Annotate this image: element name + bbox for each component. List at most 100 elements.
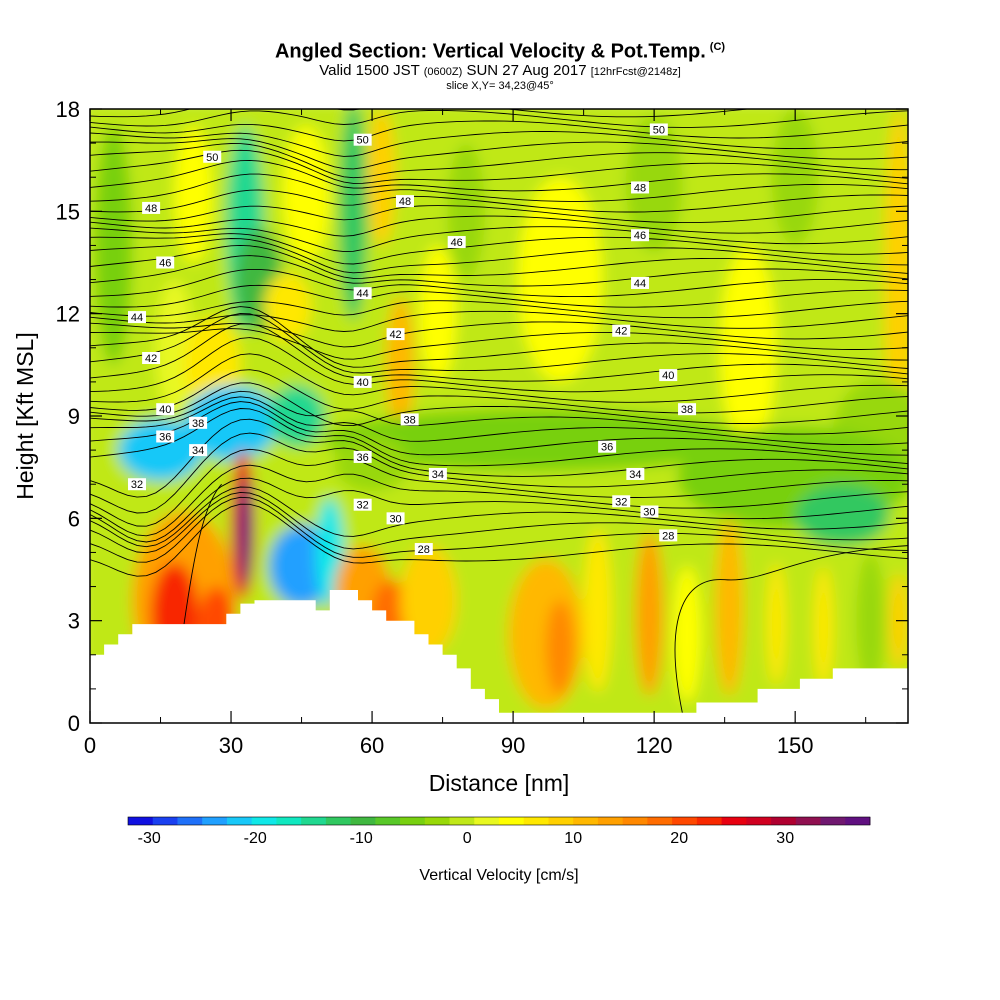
isentrope-line: [90, 306, 908, 368]
colorbar-swatch: [573, 817, 599, 825]
isentrope-label: 32: [353, 498, 372, 512]
colorbar-swatch: [276, 817, 302, 825]
svg-text:36: 36: [357, 452, 369, 464]
colorbar-swatch: [820, 817, 846, 825]
colorbar-tick-label: -10: [350, 830, 373, 847]
svg-text:50: 50: [357, 135, 369, 147]
y-tick-label: 15: [56, 199, 80, 224]
copyright-mark: (C): [709, 41, 726, 53]
velocity-cell: [174, 126, 213, 263]
svg-text:32: 32: [131, 479, 143, 491]
colorbar-swatch: [226, 817, 253, 825]
velocity-cell: [386, 296, 415, 434]
svg-text:34: 34: [629, 469, 641, 481]
isentrope-label: 42: [612, 324, 631, 338]
isentrope-line: [90, 432, 908, 514]
slice-info: slice X,Y= 34,23@45°: [446, 79, 554, 92]
svg-text:42: 42: [145, 353, 157, 365]
isentrope-label: 50: [353, 133, 372, 147]
svg-text:28: 28: [662, 530, 674, 542]
isentrope-line: [90, 255, 908, 287]
potential-temperature-contours: [90, 109, 908, 713]
svg-text:34: 34: [192, 445, 204, 457]
isentrope-label: 46: [631, 229, 650, 242]
velocity-cell: [672, 566, 702, 703]
svg-text:48: 48: [145, 203, 157, 215]
colorbar-tick-label: 0: [463, 830, 472, 847]
isentrope-line: [90, 312, 908, 374]
isentrope-line: [674, 545, 908, 713]
velocity-cell: [884, 109, 908, 451]
colorbar-tick-label: 10: [564, 830, 582, 847]
isentrope-label: 44: [631, 276, 650, 290]
isentrope-label: 34: [428, 467, 447, 481]
svg-text:38: 38: [404, 414, 416, 426]
isentrope-line: [90, 496, 908, 563]
isentrope-line: [90, 173, 908, 202]
isentrope-line: [90, 448, 908, 527]
terrain-profile: [90, 590, 908, 723]
isentrope-line: [183, 483, 222, 625]
isentrope-line: [90, 205, 908, 224]
x-tick-label: 90: [501, 733, 525, 758]
velocity-cell: [94, 126, 133, 365]
svg-text:48: 48: [634, 182, 646, 194]
x-tick-label: 0: [84, 733, 96, 758]
chart-title-main: Angled Section: Vertical Velocity & Pot.…: [274, 40, 706, 63]
isentrope-label: 50: [649, 123, 668, 136]
svg-text:28: 28: [418, 544, 430, 556]
colorbar-swatch: [251, 817, 277, 825]
isentrope-line: [90, 503, 908, 577]
colorbar-tick-label: 30: [776, 830, 794, 847]
velocity-cell: [771, 109, 819, 246]
isentrope-label: 30: [386, 512, 405, 525]
colorbar-swatch: [424, 817, 450, 825]
isentrope-line: [90, 189, 908, 213]
velocity-cell: [813, 566, 833, 689]
y-tick-label: 12: [56, 302, 80, 327]
colorbar-swatch: [202, 817, 228, 825]
isentrope-line: [90, 268, 908, 298]
svg-text:42: 42: [615, 326, 627, 338]
colorbar-swatch: [375, 817, 401, 825]
y-tick-label: 0: [68, 711, 80, 736]
svg-text:48: 48: [399, 196, 411, 208]
svg-text:46: 46: [159, 258, 171, 270]
velocity-cell: [118, 419, 203, 481]
svg-text:36: 36: [159, 431, 171, 443]
colorbar-swatch: [499, 817, 525, 825]
isentrope-label: 36: [156, 430, 175, 443]
svg-text:38: 38: [192, 418, 204, 430]
colorbar-swatch: [597, 817, 624, 825]
isentrope-line: [90, 382, 908, 427]
svg-text:44: 44: [131, 312, 143, 324]
svg-text:38: 38: [681, 404, 693, 416]
colorbar-swatch: [474, 817, 500, 825]
isentrope-label: 44: [128, 311, 147, 324]
velocity-cell: [282, 126, 330, 263]
isentrope-line: [90, 310, 908, 332]
contour-labels: 50 50 50 48 48 48 46 46 46 44 44 44 42 42 42 40 40 40 38 38…: [128, 123, 697, 556]
velocity-cell: [546, 600, 575, 696]
colorbar-swatch: [672, 817, 698, 825]
isentrope-line: [90, 238, 908, 274]
colorbar-swatch: [301, 817, 327, 825]
isentrope-label: 42: [142, 352, 161, 365]
colorbar-swatch: [622, 817, 648, 825]
isentrope-line: [90, 401, 908, 456]
isentrope-line: [90, 109, 908, 128]
isentrope-label: 40: [156, 403, 175, 416]
y-tick-label: 9: [68, 404, 80, 429]
colorbar-tick-label: 20: [670, 830, 688, 847]
isentrope-line: [90, 284, 908, 308]
isentrope-line: [90, 337, 908, 393]
isentrope-label: 40: [353, 375, 372, 389]
svg-text:30: 30: [643, 507, 655, 519]
velocity-cell: [795, 484, 890, 546]
colorbar-swatch: [128, 817, 154, 825]
velocity-cell: [715, 518, 744, 696]
isentrope-label: 46: [156, 256, 175, 270]
isentrope-line: [90, 244, 908, 279]
y-axis-title: Height [Kft MSL]: [12, 332, 38, 499]
